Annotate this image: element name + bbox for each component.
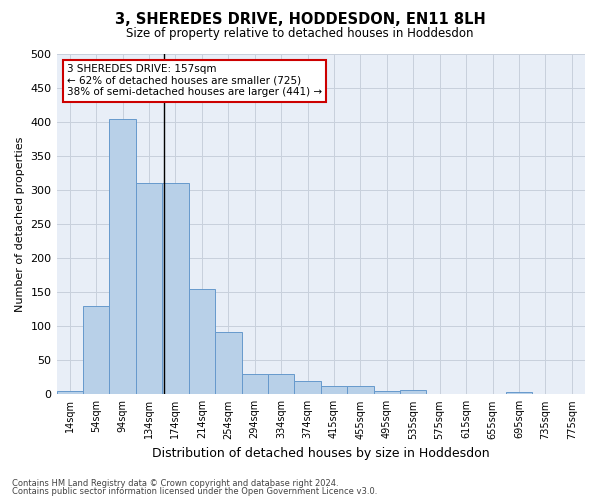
Text: 3, SHEREDES DRIVE, HODDESDON, EN11 8LH: 3, SHEREDES DRIVE, HODDESDON, EN11 8LH xyxy=(115,12,485,28)
Text: Contains public sector information licensed under the Open Government Licence v3: Contains public sector information licen… xyxy=(12,487,377,496)
Bar xyxy=(83,306,109,394)
Bar xyxy=(400,390,427,394)
Bar xyxy=(321,386,347,394)
Bar xyxy=(215,332,242,394)
Bar xyxy=(242,374,268,394)
Text: Contains HM Land Registry data © Crown copyright and database right 2024.: Contains HM Land Registry data © Crown c… xyxy=(12,478,338,488)
Bar xyxy=(136,184,162,394)
Bar xyxy=(162,184,188,394)
Y-axis label: Number of detached properties: Number of detached properties xyxy=(15,136,25,312)
Bar xyxy=(268,374,295,394)
Bar xyxy=(56,391,83,394)
Bar xyxy=(188,289,215,395)
Text: Size of property relative to detached houses in Hoddesdon: Size of property relative to detached ho… xyxy=(126,28,474,40)
Bar xyxy=(374,391,400,394)
Text: 3 SHEREDES DRIVE: 157sqm
← 62% of detached houses are smaller (725)
38% of semi-: 3 SHEREDES DRIVE: 157sqm ← 62% of detach… xyxy=(67,64,322,98)
Bar xyxy=(109,118,136,394)
X-axis label: Distribution of detached houses by size in Hoddesdon: Distribution of detached houses by size … xyxy=(152,447,490,460)
Bar xyxy=(506,392,532,394)
Bar xyxy=(347,386,374,394)
Bar xyxy=(295,380,321,394)
